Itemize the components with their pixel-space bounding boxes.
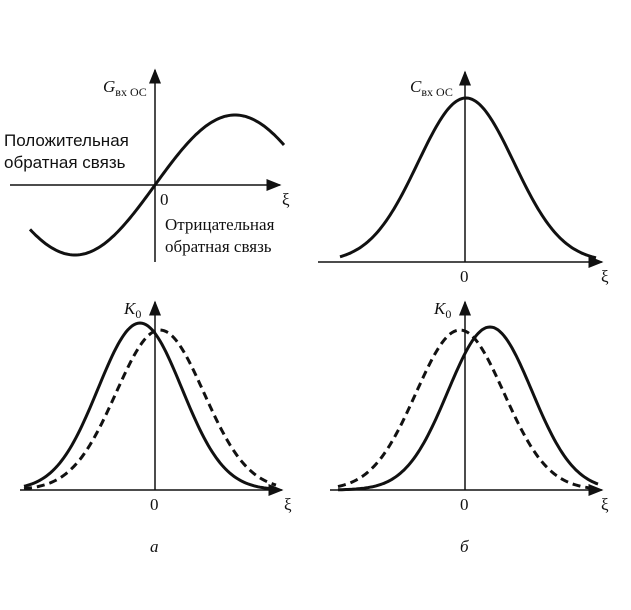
y-label-sub: вх ОС [115, 85, 146, 99]
note: Отрицательная [165, 215, 275, 234]
y-label: Gвх ОС [103, 77, 147, 99]
y-label-sub: 0 [135, 307, 141, 321]
curve [23, 321, 277, 491]
y-label-sub: вх ОС [421, 85, 452, 99]
curve [28, 113, 286, 257]
y-label: Cвх ОС [410, 77, 453, 99]
caption: а [150, 537, 159, 556]
note: обратная связь [165, 237, 272, 256]
curve [23, 328, 277, 491]
x-label: ξ [284, 495, 292, 514]
origin-label: 0 [160, 190, 169, 209]
note: обратная связь [4, 153, 126, 172]
curve [337, 325, 599, 492]
x-label: ξ [282, 190, 290, 209]
y-label-sub: 0 [445, 307, 451, 321]
note: Положительная [4, 131, 129, 150]
x-label: ξ [601, 267, 609, 286]
y-label: K0 [433, 299, 451, 321]
y-label-main: K [123, 299, 137, 318]
y-label-main: C [410, 77, 422, 96]
y-label-main: G [103, 77, 115, 96]
x-label: ξ [601, 495, 609, 514]
y-label-main: K [433, 299, 447, 318]
y-label: K0 [123, 299, 141, 321]
caption: б [460, 537, 469, 556]
origin-label: 0 [460, 267, 469, 286]
origin-label: 0 [460, 495, 469, 514]
curve [337, 328, 599, 491]
curve [339, 96, 597, 260]
origin-label: 0 [150, 495, 159, 514]
